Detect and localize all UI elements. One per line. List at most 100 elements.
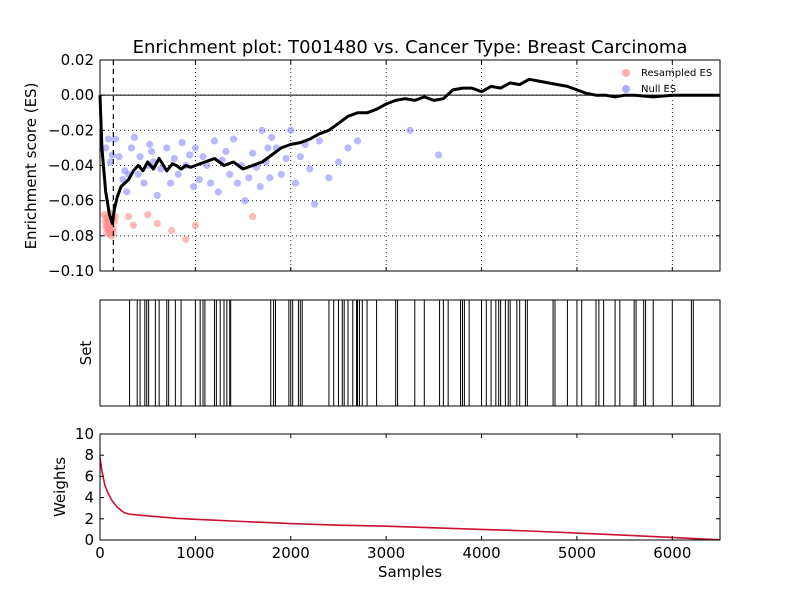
legend-null-marker: [622, 85, 630, 93]
null-es-point: [106, 158, 115, 166]
weights-y-axis-label: Weights: [51, 457, 69, 517]
weights-line: [99, 457, 721, 541]
weights-x-tick-label: 1000: [176, 544, 214, 562]
weights-lines: [99, 457, 721, 541]
weights-x-tick-label: 6000: [653, 544, 691, 562]
null-es-point: [249, 149, 257, 157]
es-y-axis-label: Enrichment score (ES): [22, 83, 40, 250]
weights-y-tick-label: 10: [75, 425, 94, 443]
null-es-point: [189, 183, 198, 191]
null-es-point: [325, 174, 333, 182]
null-es-point: [102, 144, 110, 152]
chart-title: Enrichment plot: T001480 vs. Cancer Type…: [133, 37, 688, 58]
null-es-point: [203, 161, 211, 170]
null-es-point: [195, 175, 203, 184]
set-hit-lines: [129, 300, 694, 406]
es-axis-ticks: 0.02 0.00 −0.02 −0.04 −0.06 −0.08 −0.10: [48, 51, 720, 280]
resampled-es-point: [153, 219, 161, 228]
resampled-es-point: [129, 221, 137, 229]
null-es-point: [222, 147, 230, 156]
weights-plot-frame: [99, 433, 721, 541]
null-es-point: [268, 133, 276, 141]
null-es-point: [344, 144, 352, 152]
weights-x-tick-label: 3000: [367, 544, 405, 562]
x-axis-label: Samples: [378, 563, 442, 581]
resampled-es-point: [167, 226, 176, 235]
weights-x-tick-label: 4000: [462, 544, 500, 562]
weights-x-tick-label: 5000: [558, 544, 596, 562]
null-es-point: [306, 165, 314, 173]
null-es-point: [104, 135, 113, 143]
set-plot-frame: [99, 299, 721, 407]
null-es-point: [127, 144, 136, 152]
es-y-tick-label: 0.00: [61, 86, 94, 104]
null-es-point: [136, 153, 144, 161]
null-es-point: [134, 170, 142, 178]
es-legend: Resampled ES Null ES: [622, 68, 712, 95]
resampled-es-point: [125, 212, 133, 221]
null-es-point: [258, 126, 266, 134]
legend-resampled-marker: [622, 69, 630, 77]
weights-y-tick-label: 0: [84, 531, 94, 549]
set-panel: Set: [77, 299, 721, 407]
null-es-point: [315, 137, 323, 145]
null-es-point: [153, 191, 161, 199]
null-es-point: [334, 158, 343, 166]
weights-y-tick-label: 2: [84, 510, 94, 528]
null-es-point: [226, 170, 234, 178]
resampled-es-point: [182, 235, 190, 243]
null-es-point: [147, 147, 156, 156]
es-scatter-points: [100, 126, 443, 243]
weights-x-tick-label: 2000: [272, 544, 310, 562]
legend-resampled-label: Resampled ES: [641, 68, 712, 79]
null-es-point: [435, 151, 443, 159]
null-es-point: [199, 153, 207, 161]
null-es-point: [406, 126, 414, 134]
resampled-es-point: [144, 211, 152, 219]
null-es-point: [264, 144, 272, 152]
es-y-tick-label: −0.06: [48, 192, 94, 210]
null-es-point: [241, 197, 249, 205]
null-es-point: [170, 154, 178, 163]
weights-y-tick-label: 6: [84, 467, 94, 485]
null-es-point: [123, 188, 131, 196]
es-running-sum-line: [98, 77, 720, 225]
null-es-point: [140, 179, 148, 187]
es-y-tick-label: −0.08: [48, 227, 94, 245]
null-es-point: [256, 183, 264, 191]
enrichment-score-panel: Enrichment plot: T001480 vs. Cancer Type…: [22, 37, 721, 280]
null-es-point: [229, 135, 238, 143]
null-es-point: [207, 179, 215, 187]
null-es-point: [277, 170, 285, 178]
null-es-point: [287, 126, 295, 134]
null-es-point: [130, 133, 138, 141]
null-es-point: [291, 179, 300, 187]
resampled-es-point: [249, 212, 257, 221]
resampled-es-point: [191, 221, 199, 229]
es-y-tick-label: −0.10: [48, 262, 94, 280]
null-es-point: [146, 140, 154, 148]
null-es-point: [311, 200, 319, 208]
es-lines: [98, 60, 720, 271]
null-es-point: [296, 153, 304, 161]
es-y-tick-label: 0.02: [61, 51, 94, 69]
null-es-point: [178, 139, 186, 147]
null-es-point: [353, 137, 362, 145]
null-es-point: [163, 144, 171, 152]
es-y-tick-label: −0.04: [48, 157, 94, 175]
null-es-point: [245, 174, 253, 182]
null-es-point: [233, 179, 241, 187]
null-es-point: [186, 151, 194, 159]
set-y-axis-label: Set: [77, 341, 95, 366]
null-es-point: [174, 170, 182, 178]
weights-y-tick-label: 8: [84, 446, 94, 464]
null-es-point: [115, 153, 123, 161]
null-es-point: [166, 179, 175, 187]
es-y-tick-label: −0.02: [48, 121, 94, 139]
null-es-point: [111, 135, 119, 143]
null-es-point: [266, 174, 274, 182]
null-es-point: [191, 144, 199, 152]
